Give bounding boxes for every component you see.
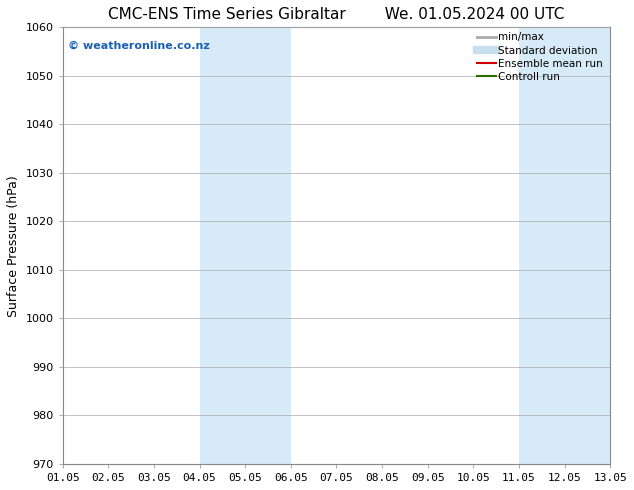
Title: CMC-ENS Time Series Gibraltar        We. 01.05.2024 00 UTC: CMC-ENS Time Series Gibraltar We. 01.05.… (108, 7, 565, 22)
Text: © weatheronline.co.nz: © weatheronline.co.nz (68, 40, 210, 50)
Bar (519, 27, 610, 464)
Legend: min/max, Standard deviation, Ensemble mean run, Controll run: min/max, Standard deviation, Ensemble me… (477, 32, 605, 82)
Y-axis label: Surface Pressure (hPa): Surface Pressure (hPa) (7, 175, 20, 317)
Bar (200, 27, 291, 464)
